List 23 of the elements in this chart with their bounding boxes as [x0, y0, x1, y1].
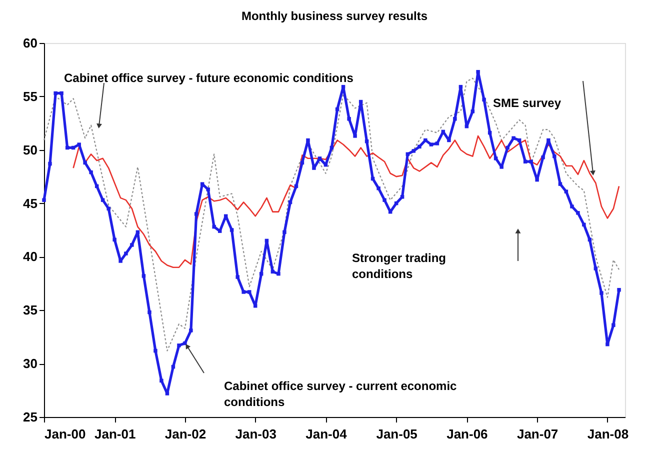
x-tick-label: Jan-00 [44, 426, 86, 442]
x-tick-label: Jan-08 [587, 426, 629, 442]
y-tick-label: 45 [23, 196, 38, 211]
x-tick-label: Jan-04 [306, 426, 348, 442]
x-tick-label: Jan-01 [94, 426, 136, 442]
line-series [72, 135, 620, 268]
x-tick-label: Jan-05 [376, 426, 418, 442]
x-tick-label: Jan-07 [516, 426, 558, 442]
x-tick-label: Jan-06 [446, 426, 488, 442]
chart-title: Monthly business survey results [241, 9, 428, 23]
x-tick-label: Jan-03 [235, 426, 276, 442]
y-tick-label: 40 [23, 249, 38, 264]
y-tick-label: 60 [23, 36, 38, 50]
y-tick-label: 25 [23, 410, 38, 424]
y-tick-label: 35 [23, 302, 38, 318]
annotation: Stronger trading conditions [352, 251, 446, 281]
y-tick-label: 55 [23, 88, 38, 104]
annotation: Cabinet office survey - current economic conditions [224, 379, 458, 409]
annotation: Cabinet office survey - future economic conditions [64, 71, 354, 85]
y-tick-label: 50 [23, 142, 38, 158]
y-tick-label: 30 [23, 356, 38, 372]
annotation: SME survey [493, 96, 562, 110]
x-tick-label: Jan-02 [164, 426, 206, 442]
